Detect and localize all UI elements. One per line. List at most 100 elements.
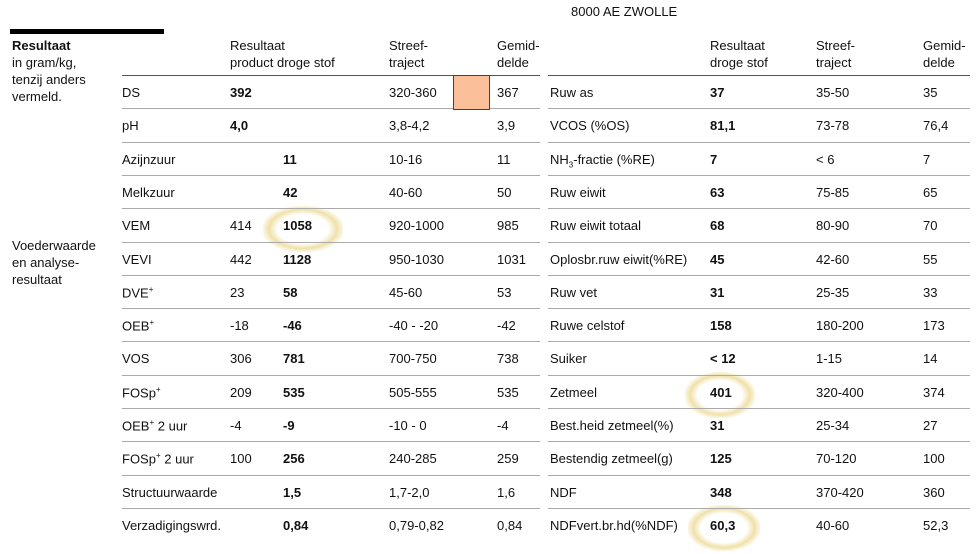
target-range: 1-15 <box>816 351 843 367</box>
dry-matter-value: 781 <box>283 351 305 367</box>
dry-matter-value: -46 <box>283 318 302 334</box>
dry-matter-value: 68 <box>710 218 725 234</box>
target-range: 70-120 <box>816 451 857 467</box>
target-range: 950-1030 <box>389 251 444 267</box>
label-sup: + <box>155 384 161 394</box>
average-value: 70 <box>923 218 938 234</box>
label-text: Verzadigingswrd. <box>122 517 221 533</box>
row-label: Azijnzuur <box>122 152 175 167</box>
row-label: Ruw eiwit totaal <box>550 218 641 233</box>
target-range: 40-60 <box>816 517 850 533</box>
side-subtitle: tenzij anders <box>12 72 86 87</box>
left-table-row: Verzadigingswrd. 0,84 0,79-0,82 0,84 <box>122 507 540 542</box>
label-text: Suiker <box>550 351 587 367</box>
right-table-row: Ruw eiwit totaal 68 80-90 70 <box>548 208 970 242</box>
target-range: -10 - 0 <box>389 418 427 433</box>
row-label: Melkzuur <box>122 185 175 200</box>
average-value: 738 <box>497 351 519 367</box>
target-range: 45-60 <box>389 284 423 300</box>
label-text: NDFvert.br.hd(%NDF) <box>550 517 678 533</box>
dry-matter-value: 158 <box>710 318 732 334</box>
dry-matter-value: 11 <box>283 151 297 167</box>
label-text: OEB <box>122 318 150 334</box>
side-subtitle: vermeld. <box>12 89 62 104</box>
label-text: Ruw eiwit totaal <box>550 218 642 234</box>
left-table-row: Azijnzuur 11 10-16 11 <box>122 141 540 176</box>
right-table-row: Bestendig zetmeel(g) 125 70-120 100 <box>548 441 970 475</box>
target-range: 1,7-2,0 <box>389 484 430 500</box>
section-bar <box>10 29 164 34</box>
target-range: 40-60 <box>389 184 423 200</box>
dry-matter-value: 45 <box>710 251 725 267</box>
row-label: FOSp+ 2 uur <box>122 451 194 466</box>
label-text: DVE <box>122 285 149 301</box>
left-table-row: VEM 414 1058 920-1000 985 <box>122 208 540 242</box>
target-range: 700-750 <box>389 351 437 367</box>
left-table-row: OEB+ -18 -46 -40 - -20 -42 <box>122 308 540 342</box>
left-table-row: FOSp+ 209 535 505-555 535 <box>122 374 540 409</box>
dry-matter-value: -9 <box>283 418 295 433</box>
product-value: 209 <box>230 384 252 400</box>
label-text: OEB <box>122 418 150 434</box>
dry-matter-value: < 12 <box>710 351 736 367</box>
average-value: 3,9 <box>497 118 516 134</box>
label-text: VEVI <box>122 251 152 267</box>
average-value: 35 <box>923 85 938 100</box>
label-sup: + <box>149 418 155 427</box>
row-label: VEVI <box>122 252 152 267</box>
target-range: 920-1000 <box>389 218 444 234</box>
ds-indicator-box <box>453 75 490 110</box>
product-value: 100 <box>230 451 252 467</box>
header-line: delde <box>497 55 529 70</box>
header-line: Resultaat <box>230 38 285 53</box>
label-text: NDF <box>550 484 577 500</box>
target-range: 240-285 <box>389 451 437 467</box>
dry-matter-value: 348 <box>710 484 732 500</box>
label-text: Ruw as <box>550 85 594 100</box>
label-text: DS <box>122 85 141 100</box>
row-label: VEM <box>122 218 150 233</box>
header-line: Streef- <box>389 38 429 53</box>
label-text: Ruwe celstof <box>550 318 625 334</box>
right-table-row: Ruw as 37 35-50 35 <box>548 75 970 109</box>
side-section-line: Voederwaarde <box>12 238 96 253</box>
average-value: 1031 <box>497 251 526 267</box>
label-text: FOSp <box>122 385 156 401</box>
average-value: 367 <box>497 85 519 100</box>
average-value: 360 <box>923 484 945 500</box>
right-table-row: NH3-fractie (%RE) 7 < 6 7 <box>548 141 970 176</box>
row-label: Ruw as <box>550 85 593 100</box>
label-text: VEM <box>122 218 151 234</box>
dry-matter-value: 42 <box>283 184 298 200</box>
dry-matter-value: 256 <box>283 451 305 467</box>
average-value: 50 <box>497 184 512 200</box>
label-text: Azijnzuur <box>122 151 176 167</box>
right-table-row: Ruwe celstof 158 180-200 173 <box>548 308 970 342</box>
left-table-row: VOS 306 781 700-750 738 <box>122 341 540 375</box>
right-table-row: NDF 348 370-420 360 <box>548 474 970 509</box>
average-value: 100 <box>923 451 945 467</box>
label-text: Zetmeel <box>550 384 597 400</box>
target-range: 0,79-0,82 <box>389 517 444 533</box>
target-range: 320-360 <box>389 85 437 100</box>
header-line: delde <box>923 55 955 70</box>
product-value: -18 <box>230 318 249 334</box>
highlight-mark <box>688 505 760 551</box>
average-value: -4 <box>497 418 509 433</box>
left-table-row: DVE+ 23 58 45-60 53 <box>122 274 540 309</box>
side-section-line: resultaat <box>12 272 62 287</box>
dry-matter-value: 31 <box>710 284 725 300</box>
target-range: 35-50 <box>816 85 850 100</box>
average-value: 52,3 <box>923 517 949 533</box>
right-header-gem: Gemid-delde <box>923 37 966 71</box>
target-range: 25-34 <box>816 418 850 433</box>
label-suffix: 2 uur <box>160 451 194 467</box>
label-text: VCOS (%OS) <box>550 118 630 134</box>
left-table-row: OEB+ 2 uur -4 -9 -10 - 0 -4 <box>122 408 540 442</box>
dry-matter-value: 60,3 <box>710 517 736 533</box>
average-value: 374 <box>923 384 945 400</box>
header-line: Resultaat <box>710 38 765 53</box>
left-header-streef: Streef-traject <box>389 37 428 71</box>
side-subtitle: in gram/kg, <box>12 55 77 70</box>
right-table-row: Oplosbr.ruw eiwit(%RE) 45 42-60 55 <box>548 241 970 276</box>
